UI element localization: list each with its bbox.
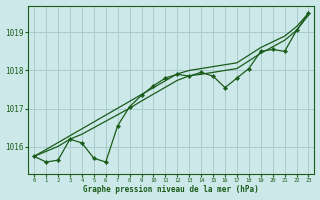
X-axis label: Graphe pression niveau de la mer (hPa): Graphe pression niveau de la mer (hPa)	[84, 185, 259, 194]
